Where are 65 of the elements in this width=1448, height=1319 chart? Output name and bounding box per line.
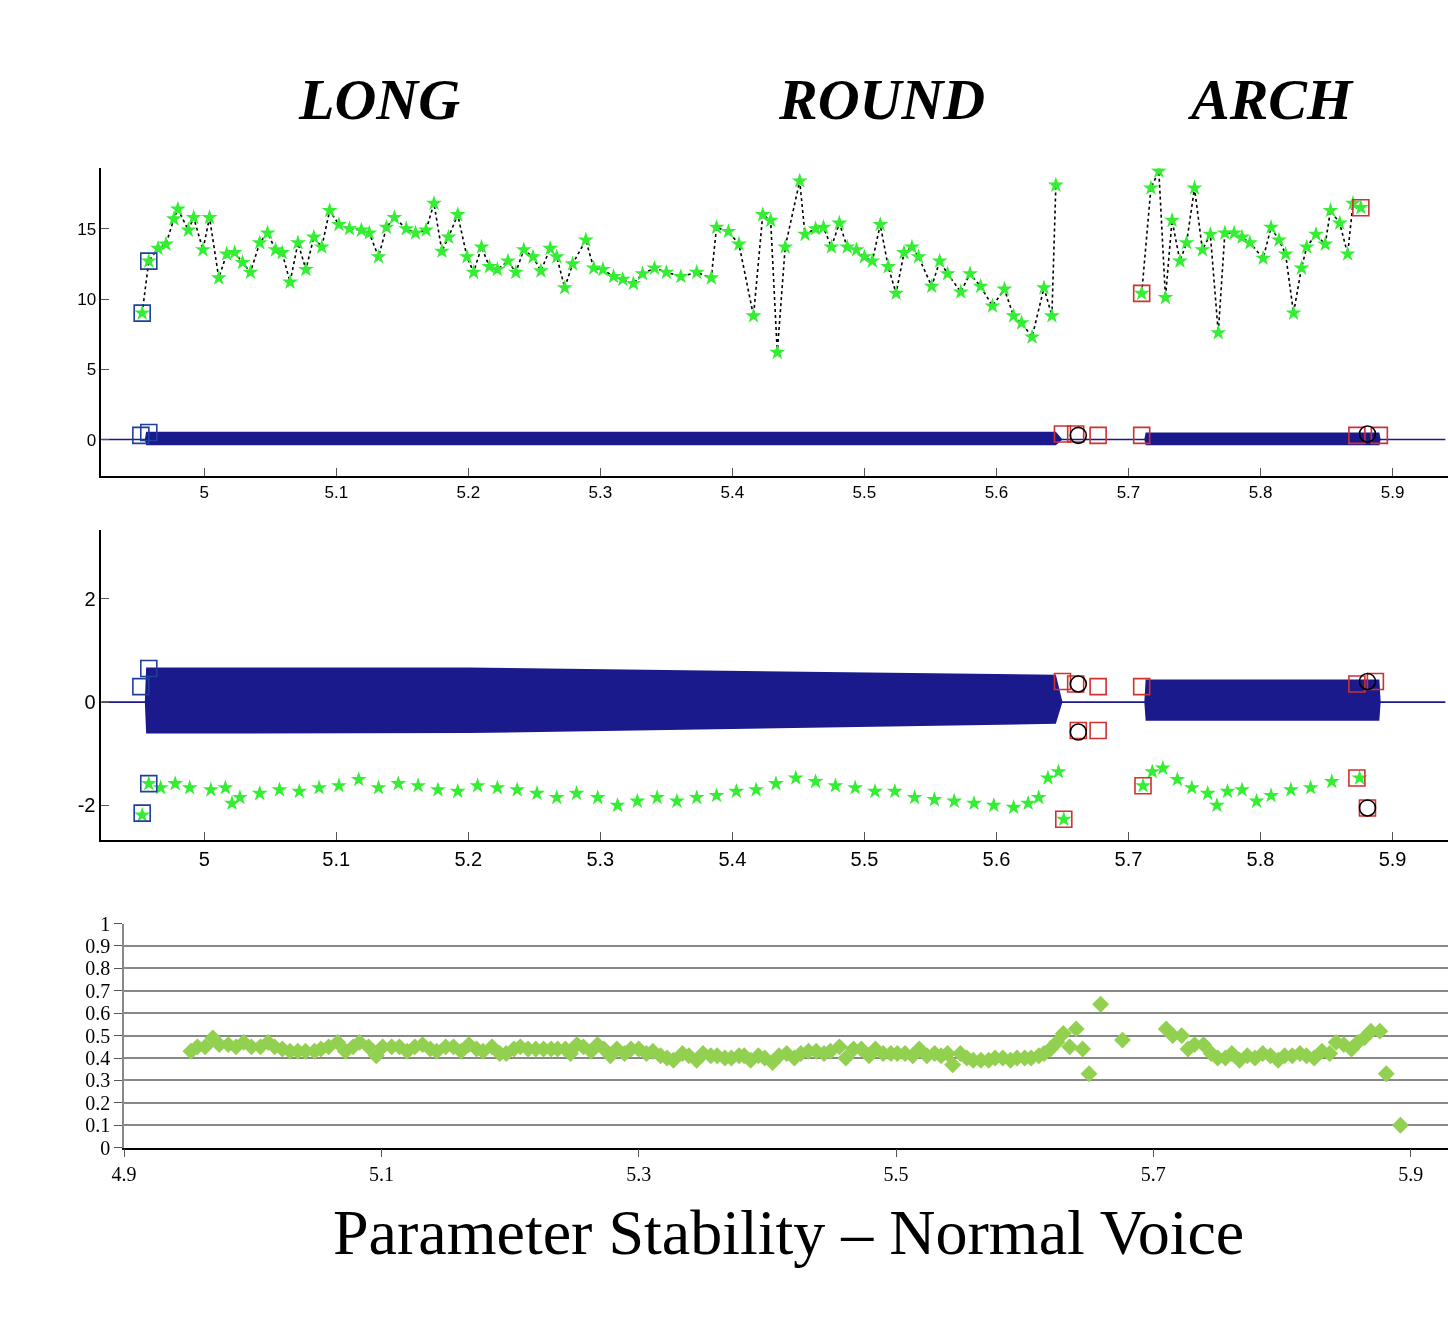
point bbox=[1370, 426, 1389, 445]
text: ROUND bbox=[778, 67, 986, 132]
x-tick-label: 5.7 bbox=[1116, 483, 1141, 503]
x-tick-label: 5.2 bbox=[456, 483, 481, 503]
x-tick-label: 5.7 bbox=[1114, 847, 1143, 870]
point bbox=[1132, 677, 1151, 696]
point bbox=[1132, 426, 1151, 445]
x-tick-label: 5.9 bbox=[1378, 847, 1407, 870]
y-tick-label: 0 bbox=[84, 691, 96, 714]
x-tick-label: 5.3 bbox=[586, 847, 615, 870]
x-tick-label: 5.5 bbox=[852, 483, 877, 503]
y-tick-label: 0 bbox=[100, 1136, 111, 1159]
point bbox=[139, 423, 158, 442]
x-tick-label: 5.9 bbox=[1398, 1163, 1424, 1186]
y-tick-label: 0.4 bbox=[85, 1047, 111, 1070]
y-tick-label: 2 bbox=[84, 587, 96, 610]
y-tick-label: 15 bbox=[77, 219, 97, 239]
x-tick-label: 5.4 bbox=[720, 483, 745, 503]
point bbox=[1089, 721, 1107, 740]
y-tick-label: 1 bbox=[100, 912, 111, 935]
x-tick-label: 5.1 bbox=[368, 1163, 394, 1186]
x-tick-label: 5.3 bbox=[626, 1163, 652, 1186]
x-tick-label: 5.7 bbox=[1140, 1163, 1166, 1186]
x-tick-label: 5.5 bbox=[883, 1163, 909, 1186]
x-tick-label: 5.4 bbox=[718, 847, 747, 870]
point bbox=[1053, 425, 1072, 443]
y-tick-label: 0.2 bbox=[85, 1091, 111, 1114]
point bbox=[1089, 426, 1107, 445]
x-tick-label: 5.1 bbox=[322, 847, 351, 870]
y-tick-label: 0 bbox=[86, 430, 97, 450]
point bbox=[132, 426, 150, 445]
text: Parameter Stability – Normal Voice bbox=[333, 1197, 1245, 1268]
y-tick-label: 5 bbox=[86, 360, 97, 380]
point bbox=[1366, 672, 1385, 691]
y-tick-label: 0.1 bbox=[85, 1114, 111, 1137]
point bbox=[1348, 426, 1366, 445]
x-tick-label: 5 bbox=[198, 847, 210, 870]
x-tick-label: 4.9 bbox=[111, 1163, 137, 1186]
y-tick-label: 0.7 bbox=[85, 979, 111, 1002]
y-tick-label: 0.9 bbox=[85, 934, 111, 957]
x-tick-label: 5.9 bbox=[1380, 483, 1405, 503]
x-tick-label: 5.6 bbox=[984, 483, 1009, 503]
y-tick-label: 0.6 bbox=[85, 1002, 111, 1025]
point bbox=[1089, 677, 1107, 696]
point bbox=[1358, 425, 1377, 443]
x-tick-label: 5.8 bbox=[1248, 483, 1273, 503]
y-tick-label: 0.3 bbox=[85, 1069, 111, 1092]
y-tick-label: 10 bbox=[77, 289, 97, 309]
text: ARCH bbox=[1188, 67, 1355, 132]
point bbox=[139, 659, 158, 678]
point bbox=[1348, 675, 1366, 693]
point bbox=[132, 677, 150, 696]
x-tick-label: 5.1 bbox=[324, 483, 349, 503]
x-tick-label: 5.2 bbox=[454, 847, 483, 870]
x-tick-label: 5.5 bbox=[850, 847, 879, 870]
y-tick-label: 0.8 bbox=[85, 957, 111, 980]
point bbox=[1358, 672, 1377, 691]
y-tick-label: 0.5 bbox=[85, 1024, 111, 1047]
x-tick-label: 5.3 bbox=[588, 483, 613, 503]
point bbox=[1053, 672, 1072, 691]
text: LONG bbox=[298, 67, 461, 132]
x-tick-label: 5.8 bbox=[1246, 847, 1275, 870]
x-tick-label: 5 bbox=[199, 483, 209, 503]
x-tick-label: 5.6 bbox=[982, 847, 1011, 870]
y-tick-label: -2 bbox=[77, 794, 96, 817]
